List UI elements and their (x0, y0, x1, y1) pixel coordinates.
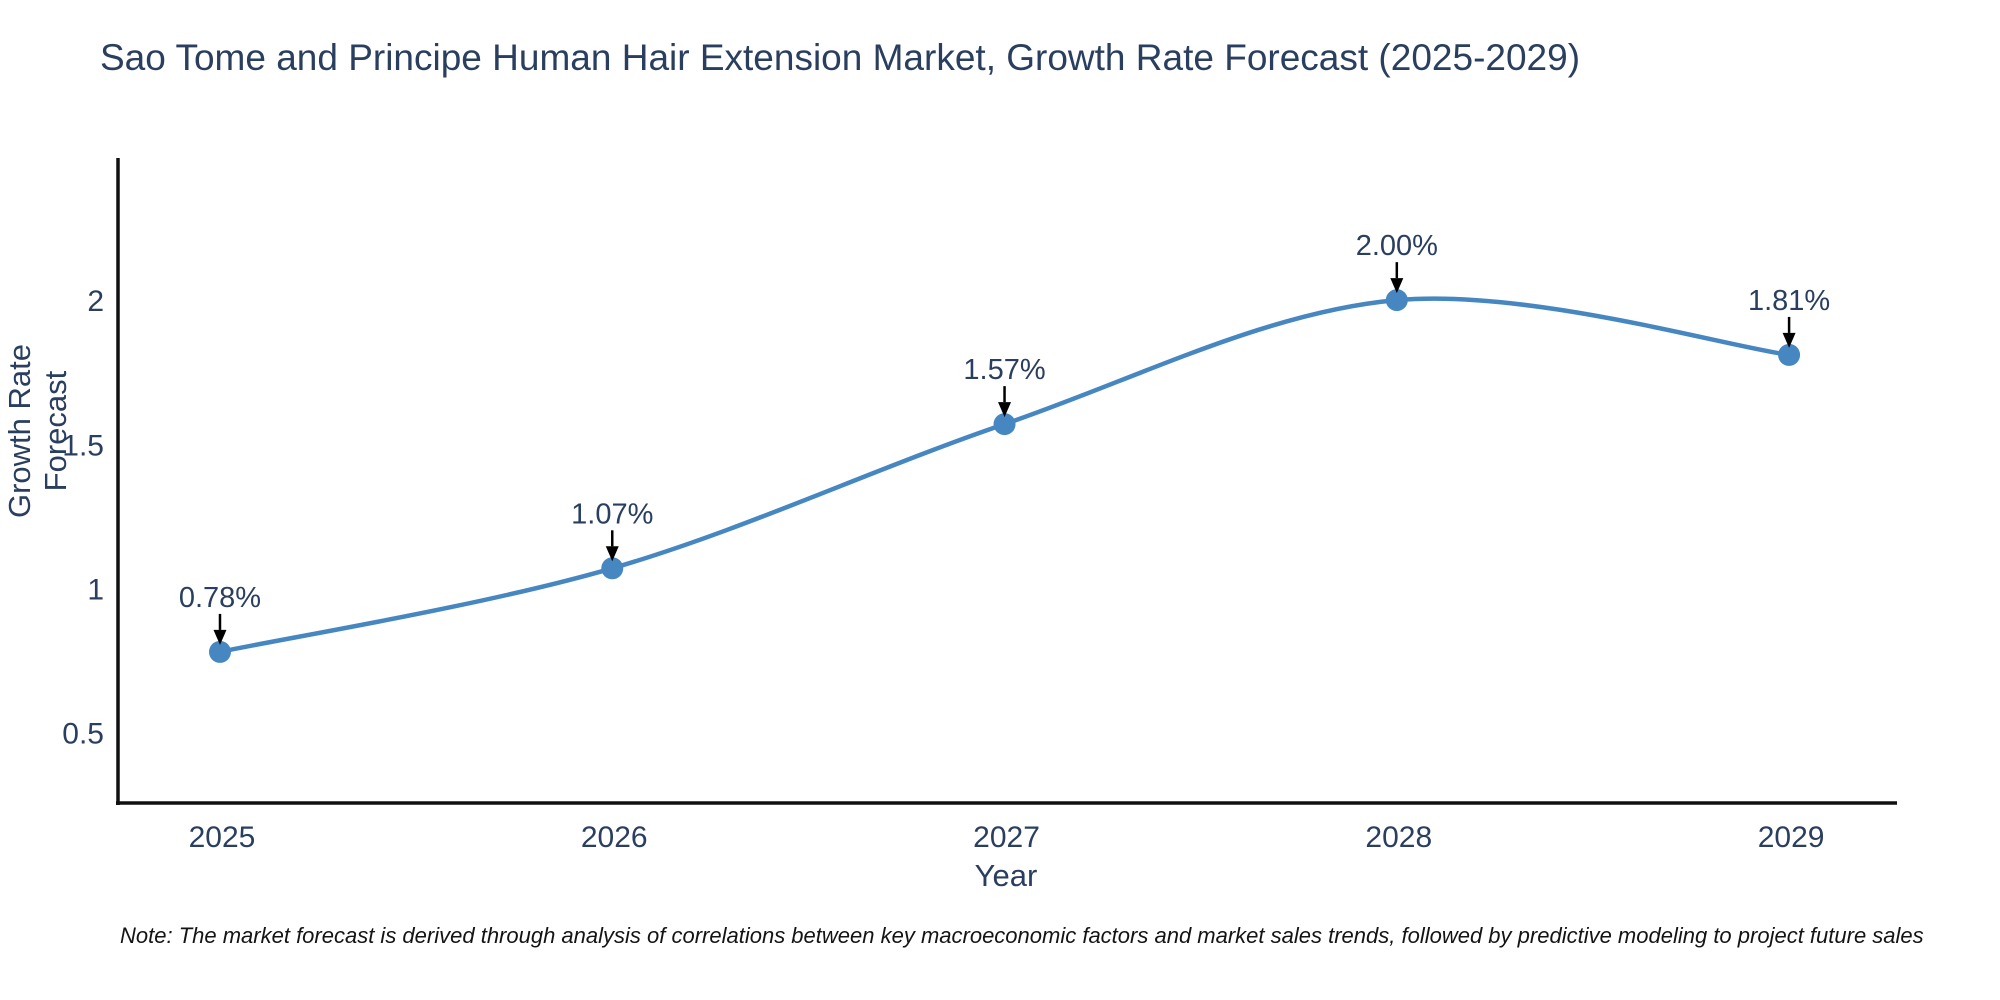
y-tick-label: 1 (87, 573, 104, 606)
annotation-arrowhead (1782, 332, 1796, 348)
data-point-marker[interactable] (1778, 343, 1801, 366)
y-axis-title: Growth Rate Forecast (2, 344, 73, 519)
data-point-marker[interactable] (208, 640, 231, 663)
annotation-arrowhead (213, 629, 227, 645)
footnote: Note: The market forecast is derived thr… (120, 923, 1924, 948)
x-tick-label: 2026 (581, 821, 648, 854)
x-tick-label: 2025 (189, 821, 256, 854)
data-point-marker[interactable] (601, 557, 624, 580)
point-label: 1.07% (571, 498, 653, 530)
y-tick-label: 0.5 (62, 718, 104, 751)
x-axis-title: Year (974, 858, 1038, 893)
x-tick-label: 2029 (1758, 821, 1825, 854)
annotation-arrowhead (1390, 278, 1404, 294)
point-label: 0.78% (179, 582, 261, 614)
y-tick-label: 1.5 (62, 429, 104, 462)
point-label: 1.57% (963, 354, 1045, 386)
x-tick-label: 2028 (1365, 821, 1432, 854)
y-tick-label: 2 (87, 285, 104, 318)
chart-title: Sao Tome and Principe Human Hair Extensi… (100, 37, 1581, 78)
trend-line (217, 296, 1792, 655)
data-point-marker[interactable] (1385, 289, 1408, 312)
annotation-arrowhead (605, 546, 619, 562)
data-point-marker[interactable] (993, 413, 1016, 436)
x-tick-label: 2027 (973, 821, 1040, 854)
point-label: 2.00% (1356, 230, 1438, 262)
annotation-arrowhead (998, 402, 1012, 418)
point-label: 1.81% (1748, 285, 1830, 317)
